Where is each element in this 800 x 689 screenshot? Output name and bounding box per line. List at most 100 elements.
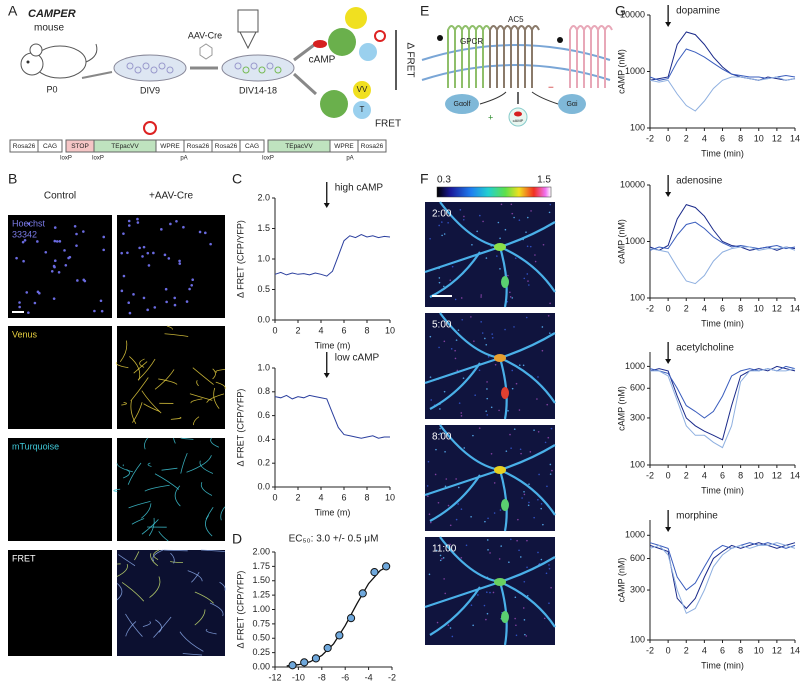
nucleus bbox=[15, 256, 18, 260]
speckle bbox=[520, 452, 522, 455]
speckle bbox=[487, 517, 489, 520]
helix bbox=[524, 25, 533, 88]
y-axis-label: Δ FRET (CFP/YFP) bbox=[235, 389, 245, 467]
speckle bbox=[451, 265, 454, 268]
speckle bbox=[546, 485, 548, 488]
speckle bbox=[513, 216, 515, 219]
x-tick-label: 4 bbox=[702, 303, 707, 313]
x-tick-label: 2 bbox=[684, 133, 689, 143]
neurite bbox=[174, 485, 181, 507]
speckle bbox=[549, 302, 551, 305]
soma bbox=[494, 578, 506, 586]
speckle bbox=[441, 234, 443, 237]
speckle bbox=[455, 478, 457, 480]
neurite bbox=[212, 368, 216, 380]
y-tick-label: 100 bbox=[630, 122, 645, 132]
neurite bbox=[149, 576, 161, 598]
x-tick-label: 6 bbox=[341, 325, 346, 335]
y-tick-label: 0.50 bbox=[252, 633, 270, 643]
arrow-head bbox=[323, 373, 330, 378]
row-label: Venus bbox=[12, 329, 38, 339]
speckle bbox=[465, 544, 468, 547]
sensor-label: cAMP bbox=[309, 55, 336, 66]
arrow-head bbox=[665, 359, 672, 364]
speckle bbox=[472, 624, 474, 627]
neurite bbox=[132, 402, 143, 423]
trace bbox=[649, 365, 796, 441]
nucleus bbox=[198, 230, 202, 234]
speckle bbox=[449, 543, 451, 546]
micrograph bbox=[425, 425, 555, 531]
y-tick-label: 0.75 bbox=[252, 618, 270, 628]
data-point bbox=[323, 643, 332, 653]
neurite bbox=[153, 616, 172, 638]
pipette bbox=[237, 9, 259, 33]
neurite bbox=[206, 393, 225, 403]
x-axis-label: Time (min) bbox=[701, 148, 744, 158]
helix bbox=[475, 25, 484, 88]
y-tick-label: 10000 bbox=[620, 179, 645, 189]
neurite bbox=[155, 619, 162, 633]
speckle bbox=[500, 203, 503, 206]
neurite bbox=[121, 582, 145, 602]
micrograph bbox=[8, 550, 112, 656]
speckle bbox=[444, 450, 446, 453]
nucleus bbox=[160, 228, 163, 231]
speckle bbox=[472, 434, 474, 437]
y-tick-label: 1.75 bbox=[252, 561, 270, 571]
time-label: 11:00 bbox=[432, 544, 457, 555]
speckle bbox=[457, 329, 460, 331]
x-axis-label: Time (m) bbox=[315, 340, 351, 350]
speckle bbox=[518, 549, 520, 552]
sensor-label: Δ FRET bbox=[404, 42, 415, 77]
speckle bbox=[443, 578, 445, 580]
construct-label: WPRE bbox=[160, 143, 180, 150]
speckle bbox=[428, 573, 431, 576]
x-tick-label: -2 bbox=[646, 645, 654, 655]
speckle bbox=[537, 498, 539, 501]
speckle bbox=[541, 349, 544, 352]
data-point bbox=[370, 568, 379, 577]
speckle bbox=[507, 409, 509, 412]
speckle bbox=[460, 508, 463, 510]
no-icon bbox=[374, 30, 386, 42]
speckle bbox=[455, 339, 458, 341]
x-tick-label: 0 bbox=[272, 325, 277, 335]
x-tick-label: 14 bbox=[790, 645, 800, 655]
speckle bbox=[497, 221, 500, 224]
neurite bbox=[153, 549, 160, 560]
y-tick-label: 1000 bbox=[625, 361, 645, 371]
speckle bbox=[514, 596, 517, 599]
speckle bbox=[494, 363, 497, 366]
helix bbox=[597, 25, 606, 88]
nucleus bbox=[100, 309, 104, 313]
cell bbox=[234, 62, 242, 70]
speckle bbox=[498, 409, 500, 412]
helix bbox=[482, 25, 491, 88]
g-protein bbox=[445, 94, 479, 114]
diagram-label: GPCR bbox=[460, 37, 483, 46]
neurite bbox=[125, 621, 137, 637]
x-axis-label: Time (min) bbox=[701, 660, 744, 670]
speckle bbox=[517, 518, 519, 521]
neurite bbox=[119, 340, 128, 362]
speckle bbox=[460, 556, 463, 559]
dish bbox=[221, 54, 295, 82]
nucleus bbox=[58, 240, 62, 243]
x-tick-label: -8 bbox=[318, 672, 326, 682]
speckle bbox=[438, 277, 441, 279]
x-tick-label: 8 bbox=[738, 645, 743, 655]
speckle bbox=[523, 493, 526, 496]
x-axis-label: Time (min) bbox=[701, 485, 744, 495]
trace bbox=[649, 542, 796, 591]
speckle bbox=[513, 326, 515, 328]
nucleus bbox=[120, 289, 124, 293]
speckle bbox=[549, 332, 551, 334]
speckle bbox=[462, 377, 465, 379]
helix bbox=[531, 25, 540, 88]
helix bbox=[517, 25, 526, 88]
speckle bbox=[435, 549, 438, 552]
speckle bbox=[509, 296, 512, 298]
speckle bbox=[522, 607, 525, 609]
speckle bbox=[549, 203, 552, 206]
